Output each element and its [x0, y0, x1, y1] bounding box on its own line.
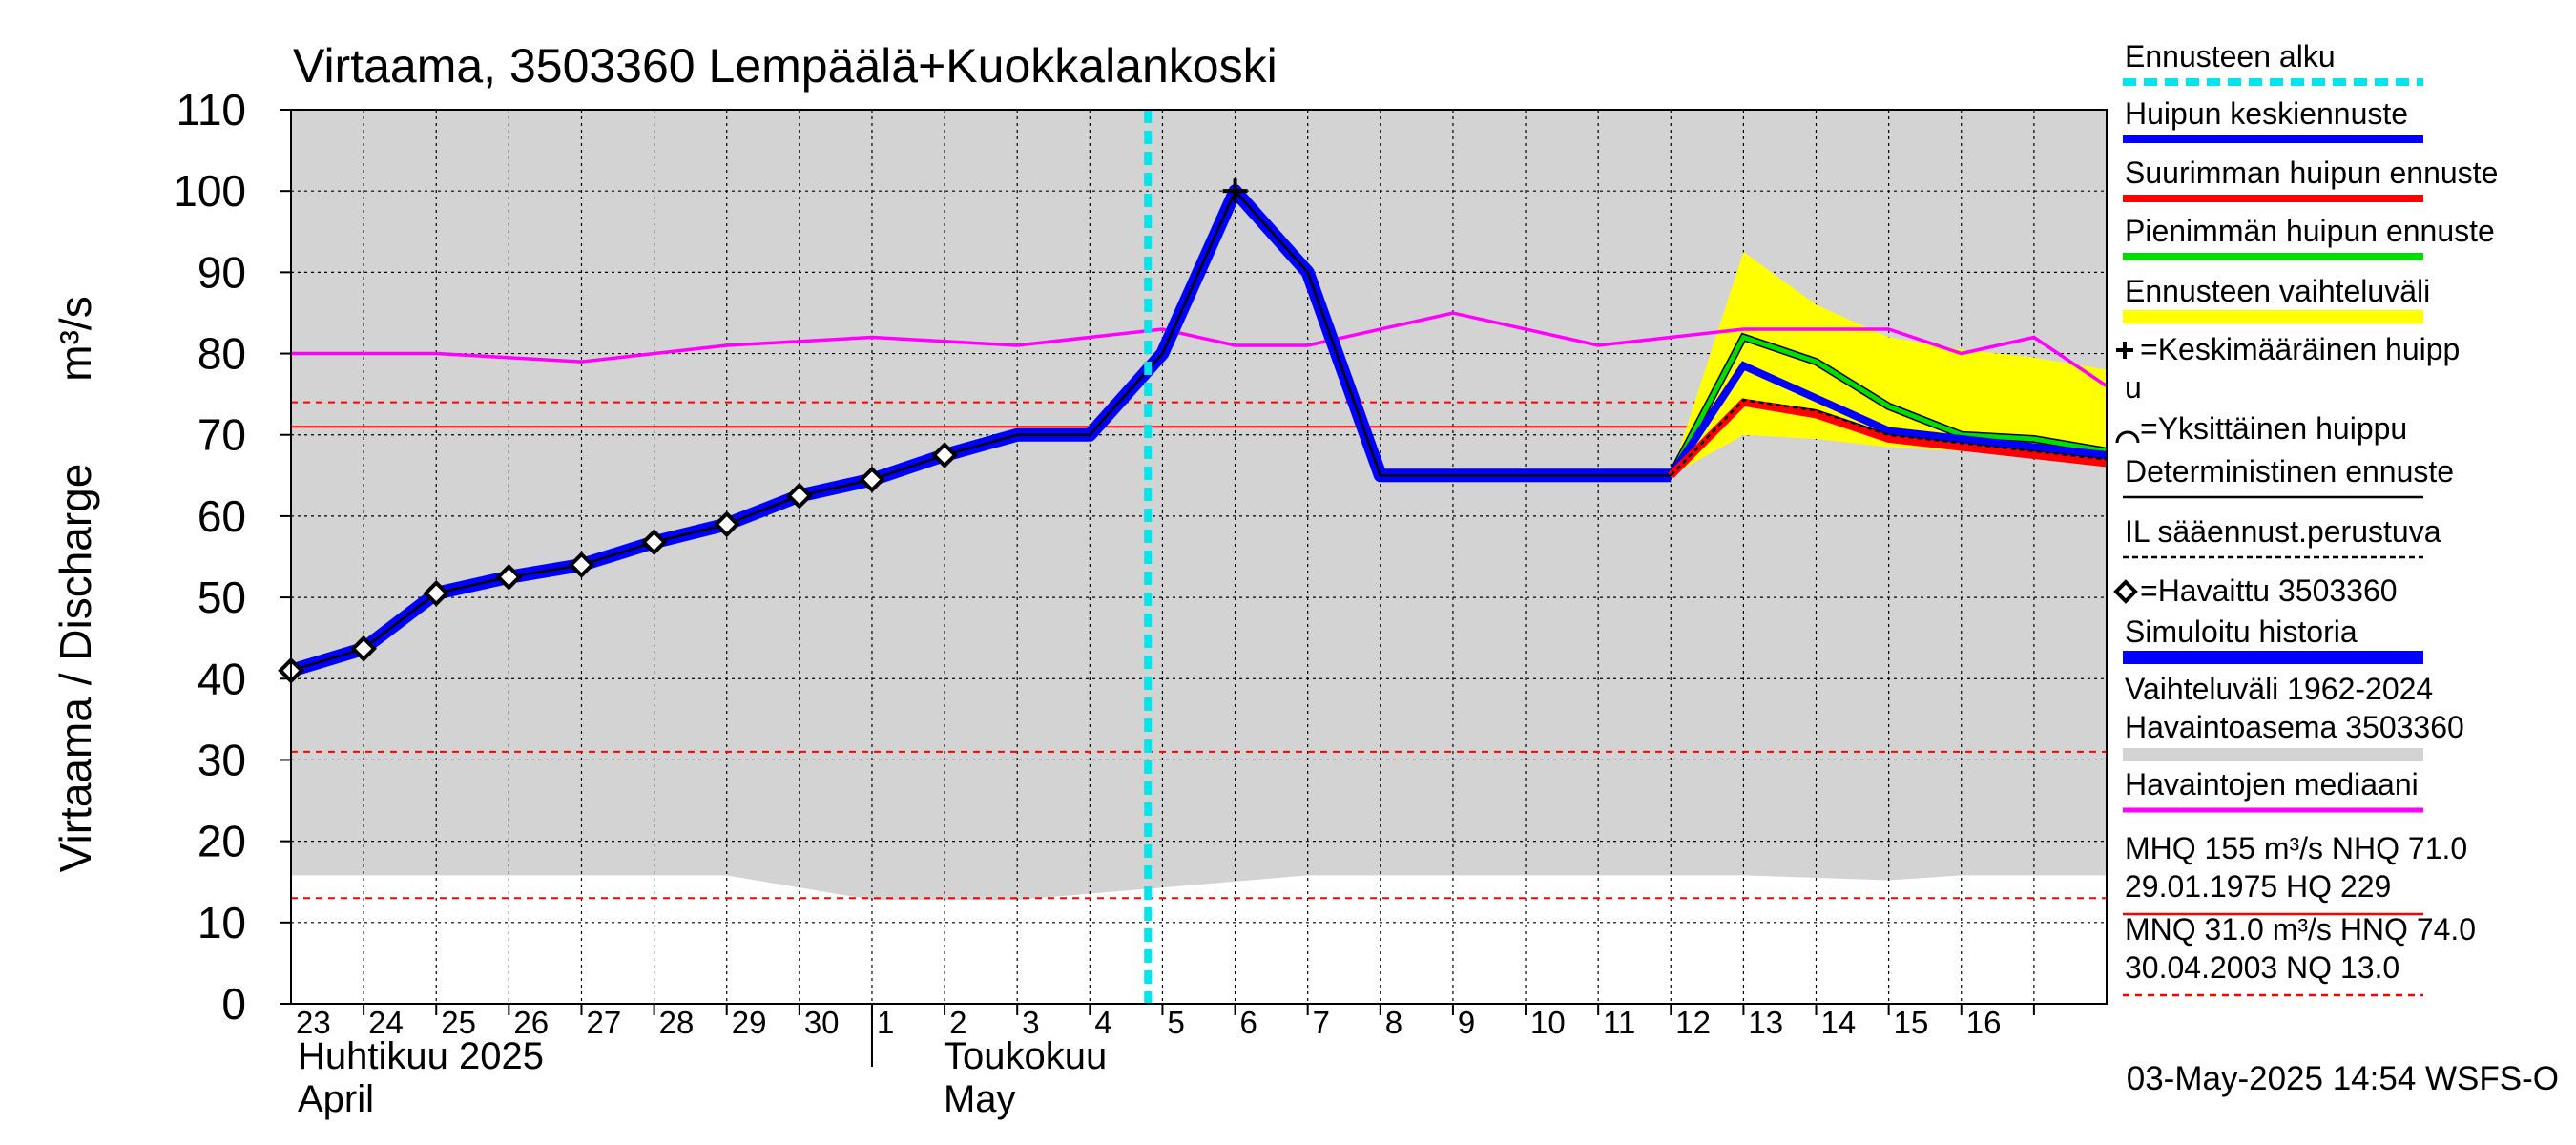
- month-label-en: May: [944, 1078, 1016, 1120]
- y-tick-label: 70: [197, 410, 246, 460]
- observed-point: [423, 580, 450, 607]
- legend: Ennusteen alku Huipun keskiennuste Suurimm…: [2113, 39, 2498, 997]
- mean-peak-forecast-line: [1667, 361, 2108, 478]
- legend-item-text: =Keskimääräinen huipp: [2140, 332, 2460, 366]
- legend-item-text: Vaihteluväli 1962-2024: [2125, 672, 2433, 706]
- legend-item-text: Ennusteen vaihteluväli: [2125, 274, 2430, 308]
- y-tick-label: 20: [197, 817, 246, 866]
- month-label-en: April: [298, 1078, 374, 1120]
- x-tick-label: 7: [1313, 1005, 1330, 1040]
- x-tick-label: 3: [1022, 1005, 1039, 1040]
- x-tick-label: 16: [1966, 1005, 2002, 1040]
- x-tick-label: 9: [1458, 1005, 1475, 1040]
- legend-item-text: Deterministinen ennuste: [2125, 454, 2454, 489]
- y-tick-label: 50: [197, 572, 246, 622]
- y-tick-label: 80: [197, 329, 246, 379]
- legend-item-text-2: u: [2125, 370, 2142, 405]
- x-tick-label: 6: [1240, 1005, 1257, 1040]
- y-tick-label: 30: [197, 735, 246, 784]
- x-tick-label: 25: [441, 1005, 476, 1040]
- legend-item-text: IL sääennust.perustuva: [2125, 514, 2441, 549]
- y-tick-label: 60: [197, 491, 246, 541]
- x-tick-label: 12: [1675, 1005, 1711, 1040]
- month-label-fi: Huhtikuu 2025: [298, 1035, 544, 1077]
- x-tick-label: 29: [732, 1005, 767, 1040]
- y-tick-label: 40: [197, 654, 246, 703]
- legend-item-text-2: 30.04.2003 NQ 13.0: [2125, 950, 2399, 985]
- observed-point: [640, 529, 668, 555]
- legend-item-text-2: Havaintoasema 3503360: [2125, 710, 2464, 744]
- x-tick-label: 26: [513, 1005, 549, 1040]
- legend-item-text: =Yksittäinen huippu: [2140, 411, 2407, 446]
- chart-title: Virtaama, 3503360 Lempäälä+Kuokkalankosk…: [293, 39, 1278, 93]
- observed-point: [350, 635, 377, 662]
- legend-arc-symbol: [2115, 430, 2140, 444]
- x-tick-label: 11: [1603, 1005, 1635, 1040]
- x-tick-label: 1: [877, 1005, 894, 1040]
- legend-item-text: =Havaittu 3503360: [2140, 573, 2398, 608]
- forecast-range-area: [1671, 252, 2107, 476]
- x-tick-label: 24: [368, 1005, 404, 1040]
- legend-diamond-symbol: [2113, 579, 2138, 604]
- month-label-fi: Toukokuu: [944, 1035, 1107, 1077]
- median-line: [291, 311, 2108, 388]
- observed-point: [859, 466, 885, 493]
- observed-point: [495, 563, 523, 591]
- x-tick-label: 28: [659, 1005, 695, 1040]
- x-tick-label: 4: [1094, 1005, 1111, 1040]
- observed-point: [568, 552, 595, 578]
- min-peak-forecast-line: [1669, 334, 2108, 477]
- legend-item-text: Huipun keskiennuste: [2125, 96, 2408, 131]
- legend-item-text: MHQ 155 m³/s NHQ 71.0: [2125, 831, 2467, 865]
- y-tick-label: 10: [197, 898, 246, 947]
- timestamp-footer: 03-May-2025 14:54 WSFS-O: [2127, 1060, 2559, 1097]
- y-tick-label: 110: [177, 85, 246, 135]
- legend-item-text: Ennusteen alku: [2125, 39, 2336, 73]
- legend-item-text: Havaintojen mediaani: [2125, 767, 2419, 802]
- observed-point: [931, 442, 958, 468]
- observed-point: [713, 510, 740, 538]
- legend-item-text: Pienimmän huipun ennuste: [2125, 214, 2495, 248]
- x-tick-label: 15: [1894, 1005, 1929, 1040]
- legend-item-text: MNQ 31.0 m³/s HNQ 74.0: [2125, 912, 2476, 947]
- weather-forecast-line: [1670, 398, 2108, 477]
- x-tick-label: 14: [1821, 1005, 1857, 1040]
- y-tick-label: 90: [197, 247, 246, 297]
- y-axis-label: Virtaama / Discharge: [51, 464, 100, 873]
- x-tick-label: 27: [586, 1005, 621, 1040]
- x-tick-label: 13: [1748, 1005, 1783, 1040]
- x-tick-label: 2: [949, 1005, 966, 1040]
- y-axis: 0 10 20 30 40 50 60 70 80 90 100 110: [173, 85, 291, 1029]
- legend-item-text: Suurimman huipun ennuste: [2125, 156, 2498, 190]
- plot-area: [278, 109, 2108, 1005]
- y-tick-label: 100: [173, 166, 246, 216]
- plot-frame: [290, 109, 2108, 1005]
- x-tick-label: 8: [1385, 1005, 1402, 1040]
- legend-item-text-2: 29.01.1975 HQ 229: [2125, 869, 2391, 904]
- y-axis-unit: m³/s: [51, 296, 100, 381]
- observed-point: [786, 482, 813, 510]
- max-peak-forecast-line: [1668, 398, 2108, 479]
- x-tick-label: 30: [804, 1005, 840, 1040]
- x-tick-label: 5: [1167, 1005, 1184, 1040]
- legend-item-text: Simuloitu historia: [2125, 614, 2358, 649]
- x-tick-label: 23: [296, 1005, 331, 1040]
- y-tick-label: 0: [221, 979, 246, 1029]
- x-tick-label: 10: [1530, 1005, 1566, 1040]
- x-axis: 23 24 25 26 27 28 29 30 1 2 3 4 5 6 7 8 9 10 11 12 13 14 15 16H…: [296, 1004, 2035, 1120]
- variation-band-area: [291, 110, 2107, 900]
